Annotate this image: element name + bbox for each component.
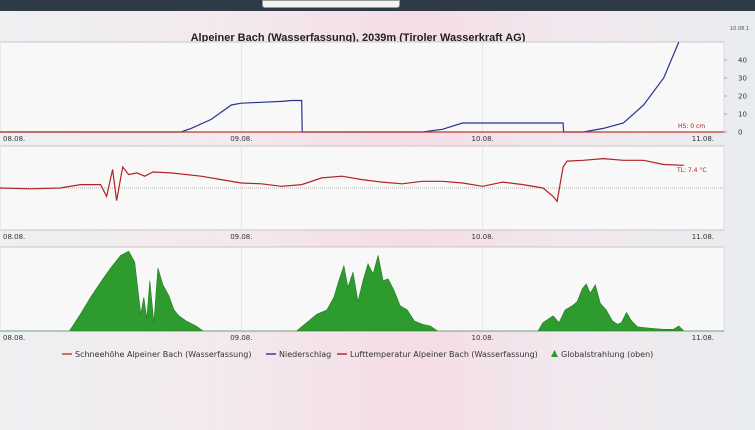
y-tick-label: 10 (738, 111, 747, 119)
x-tick-label: 08.08. (3, 334, 25, 342)
x-tick-label: 08.08. (3, 135, 25, 143)
legend-label: Niederschlag (279, 350, 331, 359)
x-tick-label: 11.08. (692, 233, 714, 241)
y-tick-label: 0 (738, 129, 742, 137)
x-tick-label: 11.08. (692, 135, 714, 143)
legend-label: Globalstrahlung (oben) (561, 350, 653, 359)
chart-stage: 10.08.1 Alpeiner Bach (Wasserfassung), 2… (0, 26, 749, 359)
x-tick-label: 10.08. (472, 233, 494, 241)
series-line-temp (0, 157, 684, 203)
corner-date-label: 10.08.1 (730, 26, 749, 32)
plot-area (0, 41, 725, 133)
legend-label: Lufttemperatur Alpeiner Bach (Wasserfass… (350, 350, 538, 359)
y-tick-label: 30 (738, 75, 747, 83)
panel-temperature: 08.08. 09.08. 10.08. 11.08. TL: 7.4 °C (0, 145, 725, 241)
x-tick-label: 09.08. (230, 334, 252, 342)
x-tick-label: 10.08. (472, 334, 494, 342)
legend-label: Schneehöhe Alpeiner Bach (Wasserfassung) (75, 350, 251, 359)
chart-title: Alpeiner Bach (Wasserfassung), 2039m (Ti… (191, 32, 526, 44)
panel-precipitation: 08.08. 09.08. 10.08. 11.08. 0 10 20 30 40 HS: 0 c… (0, 41, 747, 143)
legend-symbol-triangle (551, 350, 558, 357)
series-area-radiation (0, 250, 724, 332)
x-tick-label: 10.08. (472, 135, 494, 143)
chart-legend: Schneehöhe Alpeiner Bach (Wasserfassung)… (62, 350, 653, 359)
x-tick-label: 11.08. (692, 334, 714, 342)
y-tick-label: 20 (738, 93, 747, 101)
window-top-button[interactable] (262, 0, 400, 8)
y-tick-label: 40 (738, 57, 747, 65)
x-tick-label: 08.08. (3, 233, 25, 241)
panel-radiation: 08.08. 09.08. 10.08. 11.08. (0, 246, 725, 342)
series-line-precip (0, 41, 680, 133)
x-tick-label: 09.08. (230, 135, 252, 143)
series-annotation: HS: 0 cm (678, 123, 705, 130)
x-tick-label: 09.08. (230, 233, 252, 241)
window-top-bar (0, 0, 755, 11)
series-annotation: TL: 7.4 °C (676, 167, 707, 174)
